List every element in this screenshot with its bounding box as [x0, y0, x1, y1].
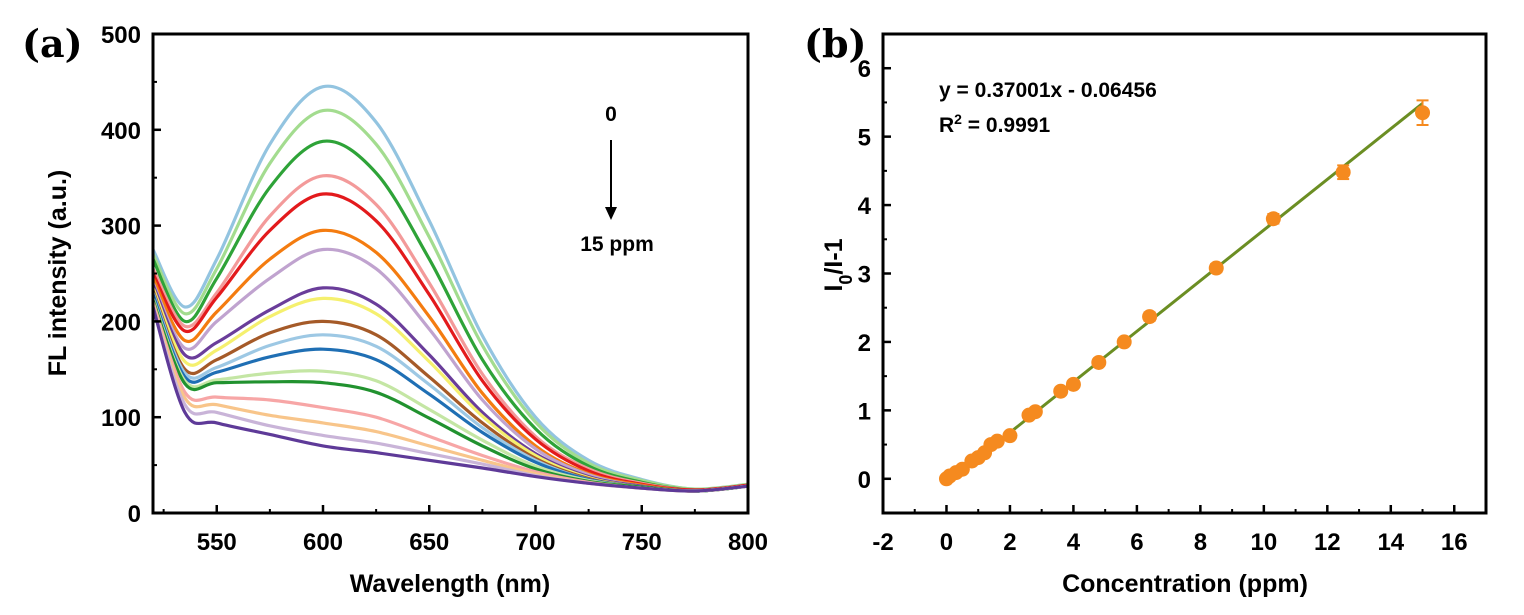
panel-a-y-tick-label: 100 [101, 405, 141, 432]
panel-a-x-ticks: 550 600 650 700 750 800 [162, 505, 768, 556]
panel-b-label: (b) [804, 21, 867, 66]
panel-b-y-ticks: 0 1 2 3 4 5 6 [858, 56, 891, 494]
panel-a-x-tick-label: 600 [303, 529, 343, 556]
panel-b-y-tick-label: 6 [858, 56, 871, 83]
panel-b-data-point-21 [1415, 99, 1431, 127]
panel-b-x-ticks: -2 0 2 4 6 8 10 12 14 16 [872, 505, 1468, 556]
panel-b-x-tick-label: 0 [940, 529, 953, 556]
panel-a-series-line-3 [151, 139, 749, 492]
panel-a-x-tick-label: 650 [409, 529, 449, 556]
panel-a-x-tick-label: 750 [622, 529, 662, 556]
panel-b-data-point-13 [1053, 383, 1069, 399]
panel-a-annotation-bottom: 15 ppm [580, 233, 654, 256]
panel-b-y-tick-label: 0 [858, 467, 871, 494]
panel-b-fit-equation: y = 0.37001x - 0.06456 [939, 79, 1157, 102]
panel-b-x-axis-title: Concentration (ppm) [1062, 570, 1308, 598]
panel-b-points-group [938, 99, 1431, 487]
panel-a-y-ticks: 0 100 200 300 400 500 [101, 22, 161, 528]
panel-b-data-point-19 [1265, 211, 1281, 227]
panel-b-y-tick-label: 3 [858, 262, 871, 289]
panel-b-x-tick-label: 6 [1130, 529, 1143, 556]
panel-b-data-point-9 [989, 433, 1005, 449]
panel-b-r-squared: R2 = 0.9991 [939, 111, 1050, 137]
panel-a-y-axis-title: FL intensity (a.u.) [44, 170, 72, 377]
panel-a-annotation-top: 0 [605, 103, 617, 126]
panel-b-x-tick-label: 16 [1441, 529, 1468, 556]
panel-b-data-point-10 [1002, 428, 1018, 444]
panel-a-y-tick-label: 300 [101, 214, 141, 241]
panel-a-y-tick-label: 200 [101, 309, 141, 336]
panel-a-series-line-12 [151, 294, 749, 493]
panel-a-series-line-2 [151, 108, 749, 491]
panel-b-data-point-17 [1142, 309, 1158, 325]
panel-b-data-point-14 [1065, 376, 1081, 392]
panel-a-chart: (a) 550 600 650 700 750 800 0100200300400500 … [22, 21, 768, 598]
panel-b-x-tick-label: 4 [1067, 529, 1081, 556]
panel-b-x-tick-label: 2 [1003, 529, 1016, 556]
panel-b-x-tick-label: 14 [1377, 529, 1404, 556]
panel-a-series-line-8 [151, 284, 749, 493]
panel-a-label: (a) [22, 21, 83, 66]
panel-a-x-tick-label: 700 [515, 529, 555, 556]
panel-b-data-point-12 [1027, 404, 1043, 420]
panel-a-y-tick-label: 400 [101, 118, 141, 145]
panel-b-y-tick-label: 4 [858, 193, 872, 220]
panel-b-data-point-20 [1335, 164, 1351, 181]
panel-b-x-tick-label: 8 [1194, 529, 1207, 556]
panel-b-data-point-18 [1208, 260, 1224, 276]
panel-a-series-group [151, 84, 749, 493]
panel-b-x-tick-label: -2 [872, 529, 893, 556]
panel-a-x-tick-label: 800 [728, 529, 768, 556]
panel-b-y-tick-label: 2 [858, 330, 871, 357]
panel-b-x-tick-label: 12 [1314, 529, 1341, 556]
panel-b-y-axis-title: I0/I-1 [820, 238, 856, 291]
panel-a-x-tick-label: 550 [197, 529, 237, 556]
panel-b-y-tick-label: 5 [858, 125, 871, 152]
panel-b-data-point-15 [1091, 354, 1107, 370]
panel-a-x-axis-title: Wavelength (nm) [350, 570, 550, 598]
panel-b-plot-frame [881, 32, 1488, 515]
panel-b-data-point-16 [1116, 334, 1132, 350]
panel-a-plot-frame [151, 32, 750, 515]
panel-a-y-tick-label: 500 [101, 22, 141, 49]
panel-b-x-tick-label: 10 [1250, 529, 1277, 556]
panel-b-y-tick-label: 1 [858, 398, 871, 425]
panel-a-y-tick-label: 0 [128, 501, 141, 528]
panel-b-fit-line [945, 102, 1424, 485]
panel-a-annotation-arrowhead [605, 207, 617, 220]
panel-a-series-line-18 [151, 306, 749, 493]
